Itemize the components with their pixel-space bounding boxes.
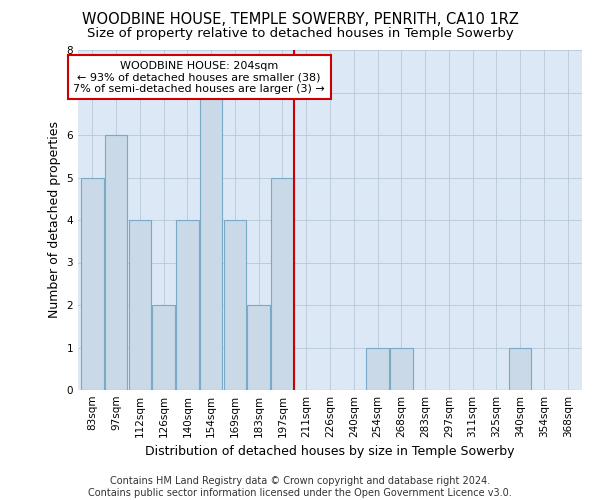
Bar — [271, 178, 294, 390]
X-axis label: Distribution of detached houses by size in Temple Sowerby: Distribution of detached houses by size … — [145, 446, 515, 458]
Bar — [247, 305, 270, 390]
Bar — [81, 178, 104, 390]
Bar — [509, 348, 532, 390]
Text: WOODBINE HOUSE, TEMPLE SOWERBY, PENRITH, CA10 1RZ: WOODBINE HOUSE, TEMPLE SOWERBY, PENRITH,… — [82, 12, 518, 28]
Bar — [105, 135, 127, 390]
Bar — [128, 220, 151, 390]
Bar — [200, 92, 223, 390]
Text: Contains HM Land Registry data © Crown copyright and database right 2024.
Contai: Contains HM Land Registry data © Crown c… — [88, 476, 512, 498]
Bar — [176, 220, 199, 390]
Bar — [366, 348, 389, 390]
Y-axis label: Number of detached properties: Number of detached properties — [48, 122, 61, 318]
Bar — [224, 220, 246, 390]
Bar — [390, 348, 413, 390]
Text: Size of property relative to detached houses in Temple Sowerby: Size of property relative to detached ho… — [86, 28, 514, 40]
Bar — [152, 305, 175, 390]
Text: WOODBINE HOUSE: 204sqm
← 93% of detached houses are smaller (38)
7% of semi-deta: WOODBINE HOUSE: 204sqm ← 93% of detached… — [73, 60, 325, 94]
